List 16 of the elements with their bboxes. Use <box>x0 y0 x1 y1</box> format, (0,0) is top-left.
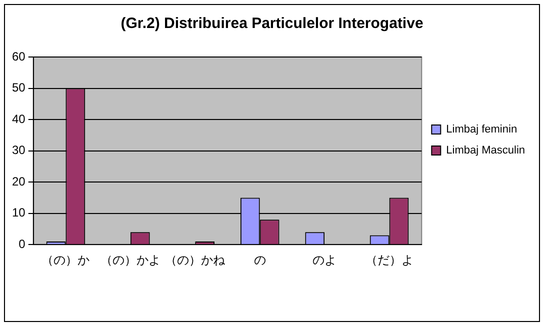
y-tick-label: 0 <box>18 236 26 251</box>
chart-title: (Gr.2) Distribuirea Particulelor Interogative <box>120 15 424 32</box>
x-tick-label: （の）か <box>42 252 90 267</box>
x-tick-label: （だ）よ <box>365 252 414 267</box>
y-tick-label: 60 <box>12 49 26 64</box>
y-tick-label: 30 <box>12 143 26 158</box>
y-tick-label: 10 <box>12 206 26 220</box>
x-tick-label: の <box>254 252 266 267</box>
x-tick-label: のよ <box>312 252 337 267</box>
legend-label: Limbaj Masculin <box>446 144 526 157</box>
legend-label: Limbaj feminin <box>446 124 518 136</box>
y-tick-label: 50 <box>12 80 26 95</box>
y-tick-label: 40 <box>12 112 26 126</box>
x-tick-label: （の）かね <box>165 252 226 267</box>
x-tick-label: （の）かよ <box>100 252 160 267</box>
y-tick-label: 20 <box>12 174 26 188</box>
